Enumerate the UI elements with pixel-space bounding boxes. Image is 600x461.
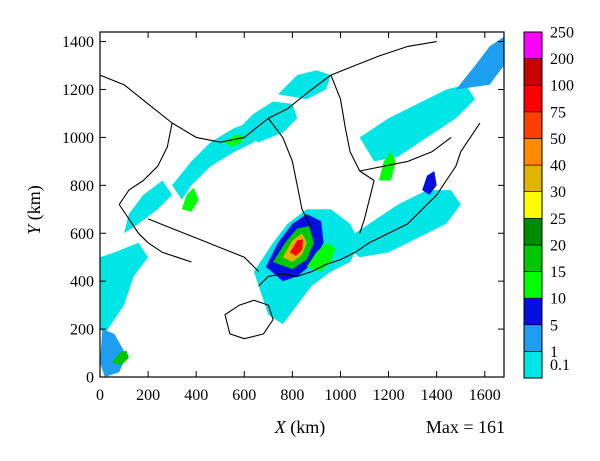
colorbar-swatch-5 [523,297,543,326]
colorbar-label-15: 15 [550,264,566,281]
colorbar-swatch-30 [523,164,543,192]
colorbar-swatch-200 [523,31,543,59]
boundary-border-h [118,204,192,263]
y-tick-label-1200: 1200 [62,82,94,99]
precip-region-east-coast-area [340,190,461,258]
boundary-border-f [359,136,452,172]
colorbar-label-5: 5 [550,317,558,334]
precip-region-west-edge [100,242,149,334]
x-axis: 0 200 400 600 800 1000 1200 1400 1600 [96,32,501,404]
x-tick-label-600: 600 [232,387,256,404]
precip-region-north-band [278,70,331,100]
precip-region-nw-west-band [124,180,173,234]
colorbar-swatch-50 [523,111,543,139]
y-tick-label-0: 0 [86,370,94,387]
x-tick-label-1400: 1400 [421,387,453,404]
boundary-border-b [118,122,173,205]
colorbar-label-100: 100 [550,78,574,95]
colorbar-label-40: 40 [550,158,566,175]
x-axis-title: X (km) [274,417,326,438]
precip-region-east-band [359,84,476,162]
boundary-border-e [330,74,375,181]
boundary-border-c [267,117,313,229]
y-tick-label-600: 600 [70,226,94,243]
boundary-border-i [359,180,375,234]
colorbar-swatch-75 [523,84,543,113]
boundary-coastline [258,122,481,287]
colorbar-label-1: 1 [550,344,558,361]
colorbar-label-20: 20 [550,237,566,254]
colorbar-label-200: 200 [550,51,574,68]
boundary-border-d [287,41,437,110]
max-annotation: Max = 161 [426,417,505,437]
precip-region-hotspot-core [290,239,304,256]
colorbar-swatch-10 [523,271,543,299]
colorbar-frame [523,31,543,379]
colorbar-label-50: 50 [550,131,566,148]
x-tick-label-1000: 1000 [324,387,356,404]
colorbar-swatch-40 [523,138,543,166]
colorbar-label-25: 25 [550,211,566,228]
precip-region-west-cell [181,187,199,212]
boundary-border-g [147,218,260,272]
x-tick-label-1200: 1200 [373,387,405,404]
colorbar-swatch-20 [523,218,543,246]
y-tick-label-1000: 1000 [62,130,94,147]
precip-region-sw-corner [100,329,127,377]
x-tick-label-200: 200 [136,387,160,404]
colorbar-label-75: 75 [550,104,566,121]
y-axis-title: Y (km) [24,185,45,235]
boundary-island [224,299,274,340]
precipitation-field [100,36,504,377]
boundary-lines [100,41,481,340]
colorbar-label-0.1: 0.1 [550,357,570,374]
boundary-border-a [100,74,288,143]
y-tick-label-200: 200 [70,322,94,339]
precip-region-northeast-strip [455,36,504,90]
y-tick-label-400: 400 [70,274,94,291]
precip-region-sw-cell [112,350,129,365]
plot-frame [99,31,505,378]
y-tick-label-800: 800 [70,178,94,195]
y-tick-label-1400: 1400 [62,34,94,51]
colorbar-label-30: 30 [550,184,566,201]
colorbar-label-250: 250 [550,25,574,42]
colorbar-swatch-1 [523,324,543,352]
x-tick-label-0: 0 [96,387,104,404]
colorbar-swatch-100 [523,58,543,86]
colorbar-label-10: 10 [550,291,566,308]
precip-region-coast-streak [306,242,336,272]
colorbar-swatch-15 [523,244,543,272]
x-tick-label-800: 800 [280,387,304,404]
x-tick-label-1600: 1600 [469,387,501,404]
precip-region-east-cell-a [379,151,396,181]
y-axis: 0 200 400 600 800 1000 1200 1400 [62,34,504,387]
x-tick-label-400: 400 [184,387,208,404]
precip-region-east-cell-b [422,171,437,195]
colorbar-swatch-0.1 [523,351,543,379]
colorbar-swatch-25 [523,191,543,219]
